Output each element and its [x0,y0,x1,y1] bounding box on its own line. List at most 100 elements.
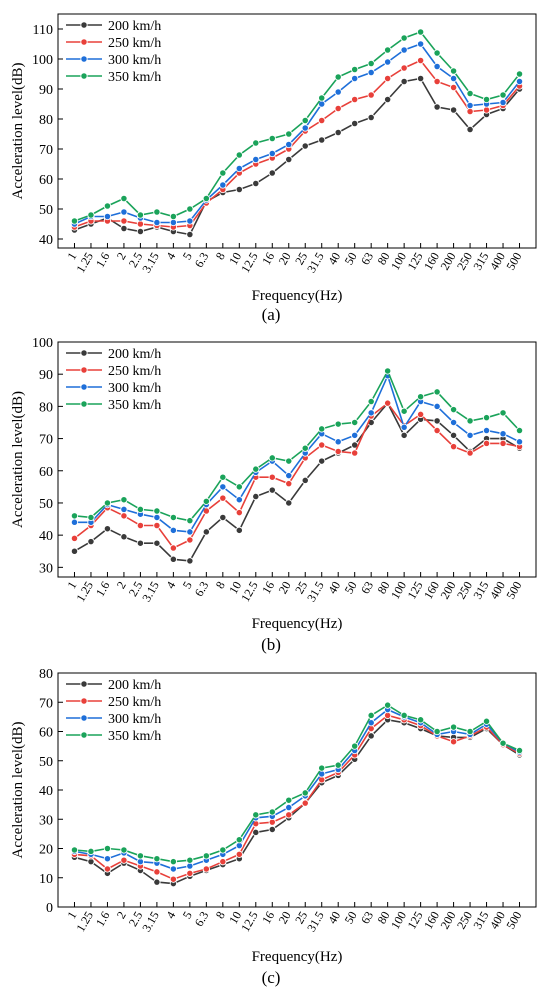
data-point [433,388,441,396]
data-point [87,513,95,522]
data-point [351,119,359,128]
data-point [87,847,95,856]
data-point [416,716,425,724]
y-tick-label: 50 [39,497,53,512]
data-point [252,465,260,473]
data-point [334,761,342,769]
x-tick-label: 16 [259,250,277,267]
data-point [351,449,359,457]
y-tick-label: 80 [39,400,53,415]
data-point [334,447,342,456]
data-point [268,486,276,494]
legend-label: 200 km/h [108,347,161,362]
data-point [103,499,112,507]
x-tick-label: 1.6 [93,909,113,929]
legend-label: 250 km/h [108,36,161,51]
data-point [318,764,326,772]
data-point [202,497,210,505]
legend-marker [80,349,88,357]
data-point [301,124,309,132]
data-point [433,49,441,57]
data-point [235,483,243,491]
data-point [367,732,375,740]
data-point [400,64,408,72]
x-tick-label: 40 [325,579,343,596]
x-tick-label: 2.5 [126,250,146,270]
data-point [351,74,359,83]
legend-marker [80,55,88,63]
data-point [285,499,293,507]
data-point [400,46,408,54]
data-point [351,418,359,427]
y-tick-label: 70 [39,696,53,711]
data-point [515,746,524,755]
x-tick-label: 63 [358,250,376,267]
data-point [186,528,194,536]
data-point [351,95,359,104]
data-point [318,94,326,102]
y-tick-label: 20 [39,843,53,858]
data-point [416,40,425,48]
x-tick-label: 2.5 [126,579,146,599]
data-point [252,155,260,164]
y-tick-label: 90 [39,83,53,98]
series-line-2 [74,373,520,533]
data-point [219,473,227,481]
data-point [499,98,507,107]
legend-label: 200 km/h [108,678,161,693]
x-tick-label: 2.5 [126,909,146,929]
x-tick-label: 40 [325,909,343,926]
data-point [515,70,524,78]
data-point [301,789,309,797]
data-point [466,101,474,110]
y-tick-label: 60 [39,726,53,741]
data-point [120,217,128,225]
data-point [482,717,491,725]
x-tick-label: 500 [503,250,524,273]
data-point [301,444,309,452]
legend-label: 300 km/h [108,712,161,727]
data-point [449,405,458,414]
data-point [334,438,342,446]
series-line-1 [74,714,520,881]
data-point [153,507,161,515]
data-point [136,220,145,228]
data-point [87,211,95,219]
data-point [202,194,210,203]
series-line-0 [74,401,520,562]
data-point [120,505,128,514]
x-tick-label: 63 [358,579,376,596]
x-tick-label: 20 [276,909,294,926]
data-point [103,202,112,210]
data-point [351,431,359,440]
x-tick-label: 20 [276,250,294,267]
legend-marker [80,731,88,739]
x-axis-label: Frequency(Hz) [252,949,343,965]
data-point [235,151,243,159]
data-point [169,875,178,883]
x-tick-label: 31.5 [304,250,327,275]
data-point [103,865,112,873]
data-point [120,512,128,520]
data-point [449,83,458,92]
data-point [268,473,276,481]
x-tick-label: 63 [358,909,376,926]
data-point [301,142,309,150]
data-point [499,409,507,417]
data-point [400,431,408,440]
data-point [334,420,342,428]
data-point [400,77,408,86]
data-point [367,91,375,99]
x-tick-label: 12.5 [238,909,261,934]
data-point [482,439,491,448]
data-point [219,513,227,522]
data-point [318,457,326,465]
y-tick-label: 50 [39,755,53,770]
data-point [120,856,128,864]
y-axis-label: Acceleration level(dB) [10,391,26,528]
data-point [169,218,178,227]
data-point [433,103,441,111]
data-point [219,858,227,866]
data-point [169,865,178,873]
